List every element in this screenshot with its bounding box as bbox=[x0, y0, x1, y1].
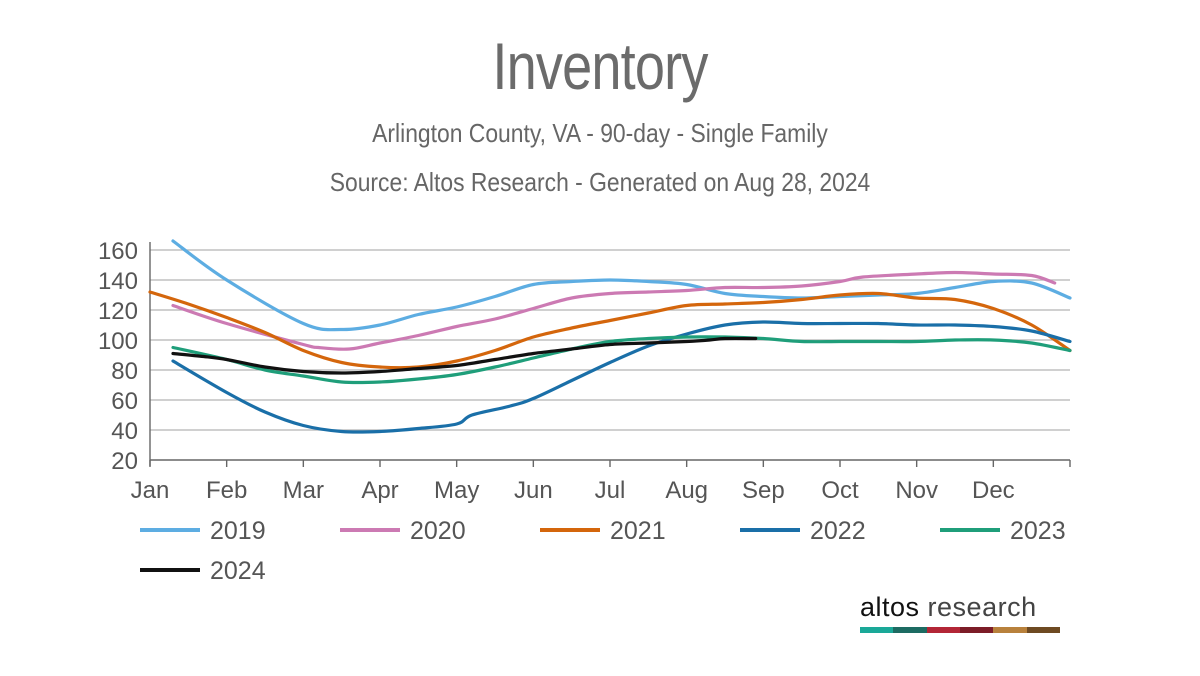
y-tick-label: 20 bbox=[111, 448, 138, 475]
x-tick-label-mar: Mar bbox=[283, 477, 324, 504]
logo-bar-segment bbox=[959, 627, 994, 633]
legend-label-2021: 2021 bbox=[610, 517, 666, 545]
logo-bar-segment bbox=[926, 627, 960, 633]
series-line-2023 bbox=[171, 335, 1072, 385]
logo-word-research: research bbox=[919, 592, 1037, 622]
legend-label-2022: 2022 bbox=[810, 517, 866, 545]
x-tick-label-apr: Apr bbox=[361, 477, 398, 504]
legend-label-2023: 2023 bbox=[1010, 517, 1066, 545]
chart-title: Inventory bbox=[492, 29, 708, 103]
series-line-2024 bbox=[171, 336, 758, 375]
y-tick-label: 60 bbox=[111, 388, 138, 415]
logo-bar-segment bbox=[1026, 627, 1060, 633]
x-tick-label-dec: Dec bbox=[972, 477, 1015, 504]
y-tick-label: 120 bbox=[98, 298, 138, 325]
series-line-2022 bbox=[171, 320, 1072, 434]
logo-bar-segment bbox=[893, 627, 927, 633]
y-tick-label: 40 bbox=[111, 418, 138, 445]
legend-label-2024: 2024 bbox=[210, 557, 266, 585]
logo-word-altos: altos bbox=[860, 592, 920, 622]
series-line-2021 bbox=[148, 290, 1072, 370]
legend-label-2019: 2019 bbox=[210, 517, 266, 545]
chart-source: Source: Altos Research - Generated on Au… bbox=[329, 167, 871, 197]
altos-research-logo: altos research bbox=[860, 592, 1060, 633]
logo-color-bar bbox=[860, 627, 1060, 633]
x-tick-label-sep: Sep bbox=[742, 477, 785, 504]
series-line-2019 bbox=[171, 239, 1072, 332]
logo-bar-segment bbox=[993, 627, 1027, 633]
x-tick-label-feb: Feb bbox=[206, 477, 247, 504]
series-line-2020 bbox=[171, 270, 1057, 351]
x-tick-label-aug: Aug bbox=[665, 477, 708, 504]
x-tick-label-oct: Oct bbox=[821, 477, 859, 504]
x-tick-label-jun: Jun bbox=[514, 477, 553, 504]
chart-subtitle: Arlington County, VA - 90-day - Single F… bbox=[372, 118, 828, 148]
y-tick-label: 140 bbox=[98, 268, 138, 295]
x-tick-label-jan: Jan bbox=[131, 477, 170, 504]
x-tick-label-jul: Jul bbox=[595, 477, 626, 504]
x-tick-label-nov: Nov bbox=[895, 477, 938, 504]
legend-label-2020: 2020 bbox=[410, 517, 466, 545]
logo-bar-segment bbox=[860, 627, 894, 633]
y-tick-label: 100 bbox=[98, 328, 138, 355]
y-tick-label: 80 bbox=[111, 358, 138, 385]
x-tick-label-may: May bbox=[434, 477, 479, 504]
y-tick-label: 160 bbox=[98, 238, 138, 265]
